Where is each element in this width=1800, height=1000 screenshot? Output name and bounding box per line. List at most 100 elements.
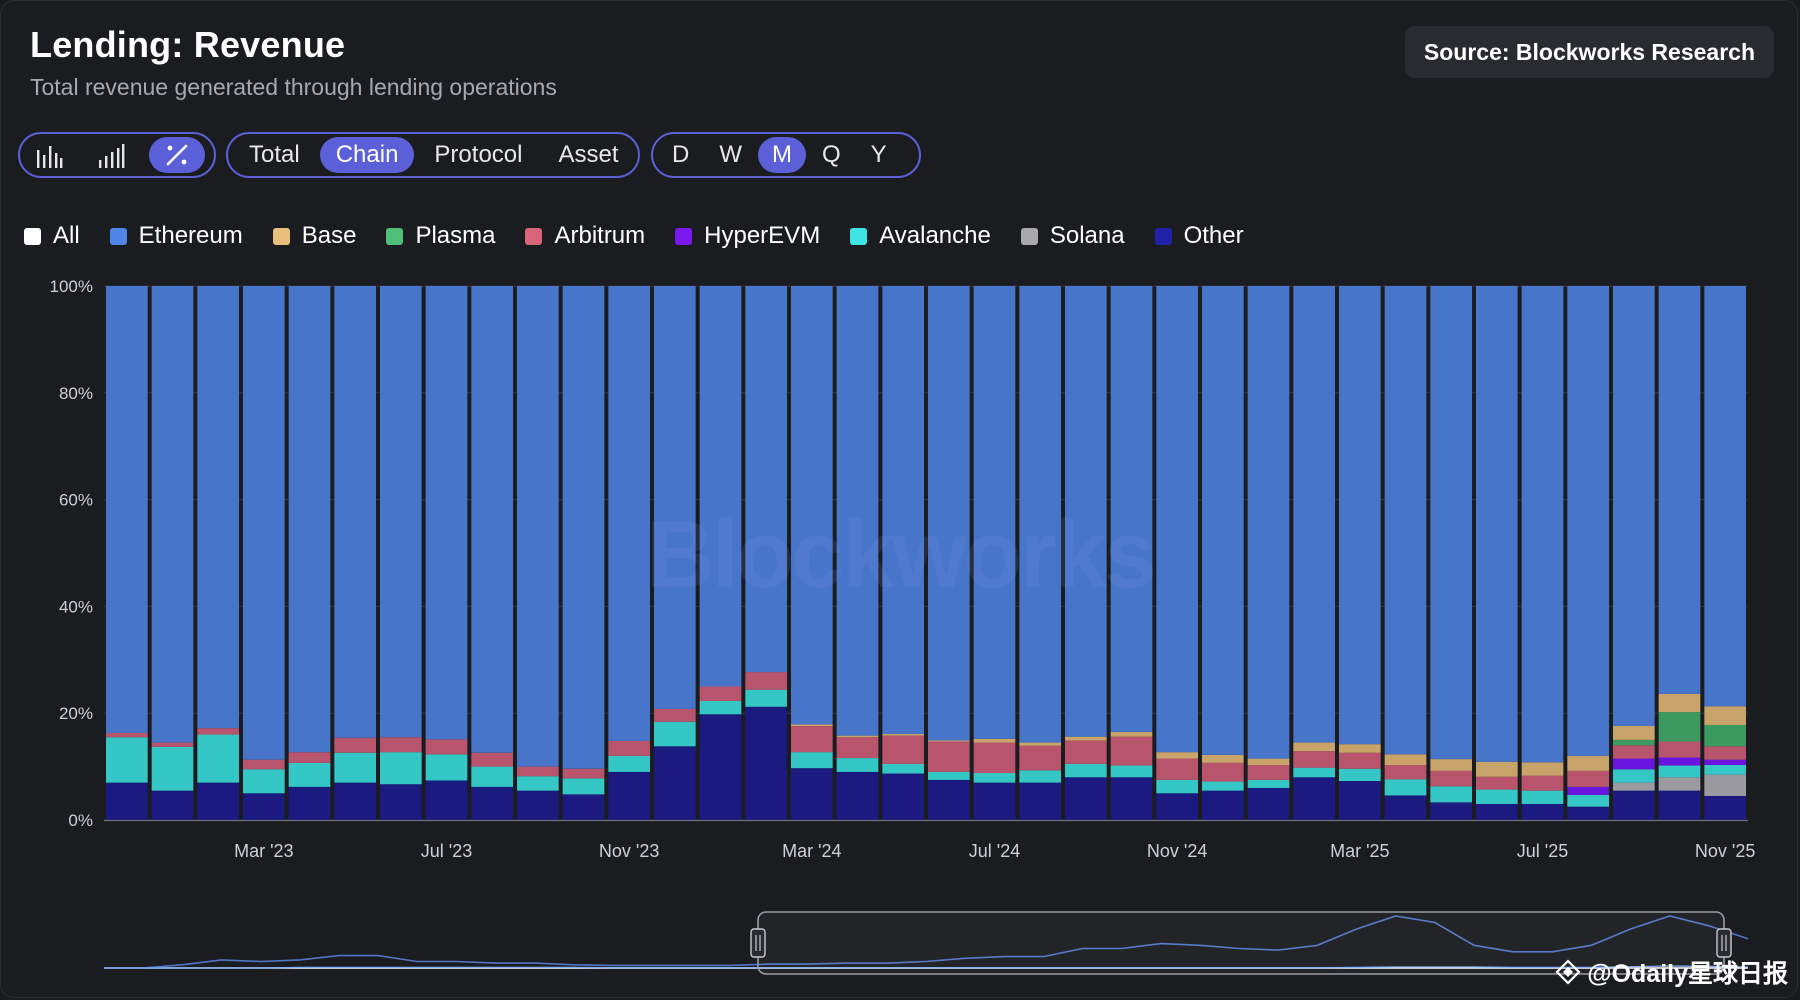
bar-segment-arbitrum: [836, 737, 879, 759]
stacked-bar-button[interactable]: [87, 137, 135, 173]
bar-segment-other: [1065, 777, 1107, 820]
bar-segment-avalanche: [1476, 789, 1518, 804]
bar-segment-other: [517, 790, 559, 820]
navigator-line: [104, 915, 1749, 969]
bar-segment-ethereum: [1110, 286, 1153, 732]
bar-segment-avalanche: [288, 762, 331, 787]
bar-segment-avalanche: [1521, 790, 1564, 804]
bar-segment-other: [425, 780, 468, 820]
bar-segment-avalanche: [1339, 768, 1381, 782]
bar-segment-ethereum: [1430, 286, 1472, 760]
bar-segment-avalanche: [1430, 786, 1472, 803]
x-tick-label: Nov '24: [1147, 841, 1207, 861]
legend-item-solana[interactable]: Solana: [1020, 222, 1125, 250]
bar-chart-button[interactable]: [25, 137, 73, 173]
bar-segment-avalanche: [517, 776, 559, 791]
y-tick-label: 0%: [68, 811, 93, 830]
bar-segment-base: [1384, 754, 1427, 765]
bar-segment-ethereum: [1293, 286, 1335, 743]
grouping-toggle: Total Chain Protocol Asset: [226, 132, 640, 178]
group-asset-button[interactable]: Asset: [558, 141, 619, 168]
bar-segment-avalanche: [1202, 781, 1244, 791]
bar-segment-arbitrum: [1476, 776, 1518, 790]
bar-segment-ethereum: [1384, 286, 1427, 755]
bar-segment-other: [151, 790, 194, 820]
group-protocol-button[interactable]: Protocol: [434, 141, 523, 168]
bar-segment-base: [1658, 693, 1701, 713]
group-chain-button[interactable]: Chain: [319, 137, 415, 173]
bar-segment-base: [1476, 761, 1518, 777]
bar-segment-arbitrum: [1521, 775, 1564, 791]
bar-segment-other: [1658, 790, 1701, 820]
navigator-handle-left[interactable]: [750, 928, 766, 958]
bar-segment-other: [562, 794, 605, 820]
bar-segment-arbitrum: [334, 737, 376, 753]
bar-segment-hyperevm: [1613, 758, 1655, 770]
bar-segment-ethereum: [1567, 286, 1609, 756]
bar-segment-solana: [1613, 782, 1655, 791]
bar-segment-ethereum: [288, 286, 331, 753]
bar-segment-arbitrum: [654, 708, 696, 722]
bar-segment-ethereum: [654, 286, 696, 709]
bar-segment-ethereum: [471, 286, 513, 753]
bar-segment-base: [973, 738, 1016, 743]
bar-segment-arbitrum: [562, 768, 605, 779]
bar-segment-ethereum: [745, 286, 787, 673]
period-day-button[interactable]: D: [672, 141, 690, 168]
legend-item-other[interactable]: Other: [1154, 222, 1244, 250]
bar-segment-avalanche: [608, 755, 650, 772]
bar-segment-base: [1293, 742, 1335, 752]
bar-segment-other: [1247, 787, 1290, 820]
legend-item-all[interactable]: All: [24, 222, 80, 250]
bar-segment-avalanche: [1156, 779, 1198, 794]
legend-swatch: [24, 227, 41, 245]
percent-button[interactable]: [149, 137, 205, 173]
period-year-button[interactable]: Y: [870, 141, 887, 168]
bar-segment-other: [1521, 803, 1564, 820]
bar-segment-ethereum: [1202, 286, 1244, 755]
legend-item-ethereum[interactable]: Ethereum: [109, 222, 243, 250]
bar-chart-icon: [37, 146, 63, 168]
bar-segment-base: [882, 734, 924, 736]
legend-item-base[interactable]: Base: [272, 222, 356, 250]
bar-segment-avalanche: [1247, 779, 1290, 788]
bar-segment-arbitrum: [1247, 764, 1290, 780]
bar-segment-other: [836, 771, 879, 820]
bar-segment-base: [1704, 706, 1746, 725]
bar-segment-avalanche: [1293, 767, 1335, 778]
bar-segment-base: [1521, 762, 1564, 776]
legend-label: Avalanche: [879, 222, 991, 249]
period-quarter-button[interactable]: Q: [822, 141, 841, 168]
bar-segment-avalanche: [928, 771, 970, 780]
bar-segment-arbitrum: [1430, 770, 1472, 787]
legend-item-arbitrum[interactable]: Arbitrum: [525, 222, 645, 250]
bar-segment-arbitrum: [1065, 740, 1107, 764]
legend-item-plasma[interactable]: Plasma: [386, 222, 495, 250]
bar-segment-other: [791, 768, 833, 820]
bar-segment-ethereum: [1521, 286, 1564, 763]
bar-segment-arbitrum: [517, 766, 559, 777]
bar-segment-other: [1293, 777, 1335, 820]
bar-segment-arbitrum: [1110, 736, 1153, 766]
bar-segment-other: [928, 779, 970, 820]
bar-segment-ethereum: [791, 286, 833, 725]
bar-segment-arbitrum: [1293, 751, 1335, 768]
bar-segment-arbitrum: [471, 752, 513, 767]
bar-segment-ethereum: [1704, 286, 1746, 707]
legend-item-hyperevm[interactable]: HyperEVM: [675, 222, 820, 250]
legend-item-avalanche[interactable]: Avalanche: [850, 222, 991, 250]
bar-segment-other: [334, 782, 376, 820]
period-week-button[interactable]: W: [719, 141, 742, 168]
x-tick-label: Jul '23: [421, 841, 472, 861]
x-tick-label: Nov '25: [1695, 841, 1755, 861]
bar-segment-arbitrum: [425, 739, 468, 755]
bar-segment-avalanche: [1567, 794, 1609, 807]
period-month-button[interactable]: M: [758, 137, 806, 173]
bar-segment-ethereum: [1339, 286, 1381, 745]
navigator-handle-right[interactable]: [1716, 928, 1732, 958]
bar-segment-arbitrum: [928, 741, 970, 772]
bar-segment-other: [882, 773, 924, 820]
bar-segment-other: [1567, 806, 1609, 820]
group-total-button[interactable]: Total: [249, 141, 300, 168]
chart-legend: All Ethereum Base Plasma Arbitrum HyperE…: [24, 222, 1244, 250]
